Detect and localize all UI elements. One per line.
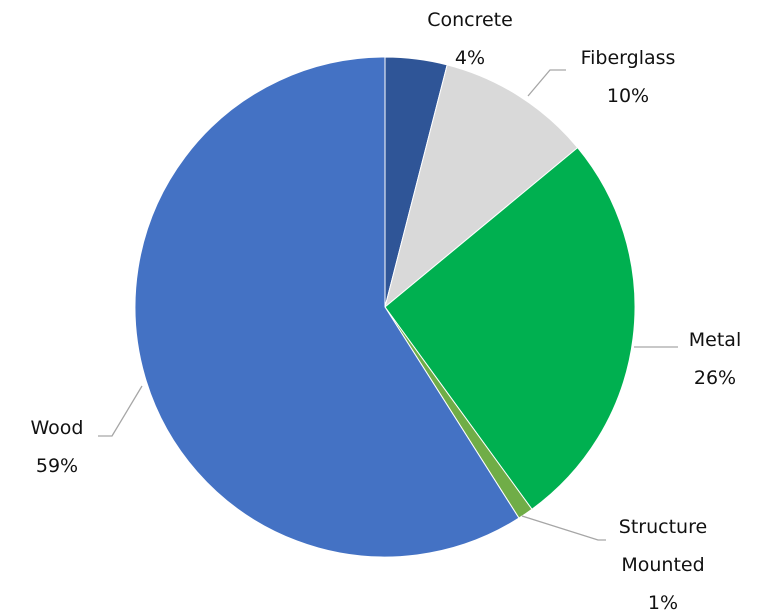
- data-label: Structure Mounted 1%: [598, 508, 728, 613]
- value-label: 26%: [693, 367, 737, 389]
- leader-lines: [98, 69, 678, 541]
- leader-line: [98, 385, 143, 437]
- category-label: Concrete: [427, 9, 513, 31]
- category-label: Structure Mounted: [618, 516, 708, 576]
- value-label: 10%: [606, 85, 650, 107]
- data-label: Wood 59%: [31, 409, 84, 485]
- pie-slice: [134, 56, 520, 558]
- pie-slice: [384, 64, 579, 309]
- leader-line: [521, 515, 606, 541]
- value-label: 4%: [454, 47, 486, 69]
- category-label: Fiberglass: [580, 47, 676, 69]
- data-label: Metal 26%: [689, 321, 741, 397]
- pie-slice: [384, 146, 636, 510]
- category-label: Wood: [30, 417, 84, 439]
- value-label: 59%: [35, 455, 79, 477]
- slices: [134, 56, 636, 558]
- leader-line: [527, 69, 566, 97]
- data-label: Fiberglass 10%: [581, 39, 676, 115]
- data-label: Concrete 4%: [427, 1, 513, 77]
- category-label: Metal: [688, 329, 742, 351]
- value-label: 1%: [647, 592, 679, 613]
